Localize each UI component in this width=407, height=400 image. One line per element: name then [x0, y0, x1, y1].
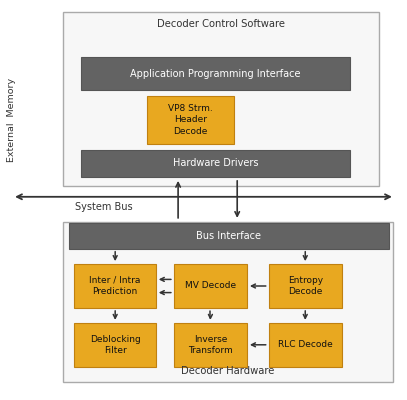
FancyBboxPatch shape	[74, 323, 156, 367]
Text: Bus Interface: Bus Interface	[197, 231, 261, 241]
Text: Deblocking
Filter: Deblocking Filter	[90, 335, 140, 355]
FancyBboxPatch shape	[69, 223, 389, 249]
Text: Entropy
Decode: Entropy Decode	[288, 276, 323, 296]
FancyBboxPatch shape	[147, 96, 234, 144]
FancyBboxPatch shape	[81, 150, 350, 177]
Text: System Bus: System Bus	[75, 202, 133, 212]
FancyBboxPatch shape	[174, 264, 247, 308]
Text: Application Programming Interface: Application Programming Interface	[131, 68, 301, 78]
FancyBboxPatch shape	[63, 222, 393, 382]
Text: Decoder Control Software: Decoder Control Software	[157, 19, 285, 29]
Text: MV Decode: MV Decode	[185, 282, 236, 290]
FancyBboxPatch shape	[81, 57, 350, 90]
Text: External  Memory: External Memory	[7, 78, 16, 162]
Text: Inverse
Transform: Inverse Transform	[188, 335, 233, 355]
Text: RLC Decode: RLC Decode	[278, 340, 333, 349]
FancyBboxPatch shape	[174, 323, 247, 367]
Text: Inter / Intra
Prediction: Inter / Intra Prediction	[90, 276, 141, 296]
FancyBboxPatch shape	[63, 12, 379, 186]
Text: Hardware Drivers: Hardware Drivers	[173, 158, 258, 168]
Text: Decoder Hardware: Decoder Hardware	[181, 366, 275, 376]
Text: VP8 Strm.
Header
Decode: VP8 Strm. Header Decode	[168, 104, 212, 136]
FancyBboxPatch shape	[74, 264, 156, 308]
FancyBboxPatch shape	[269, 264, 342, 308]
FancyBboxPatch shape	[269, 323, 342, 367]
